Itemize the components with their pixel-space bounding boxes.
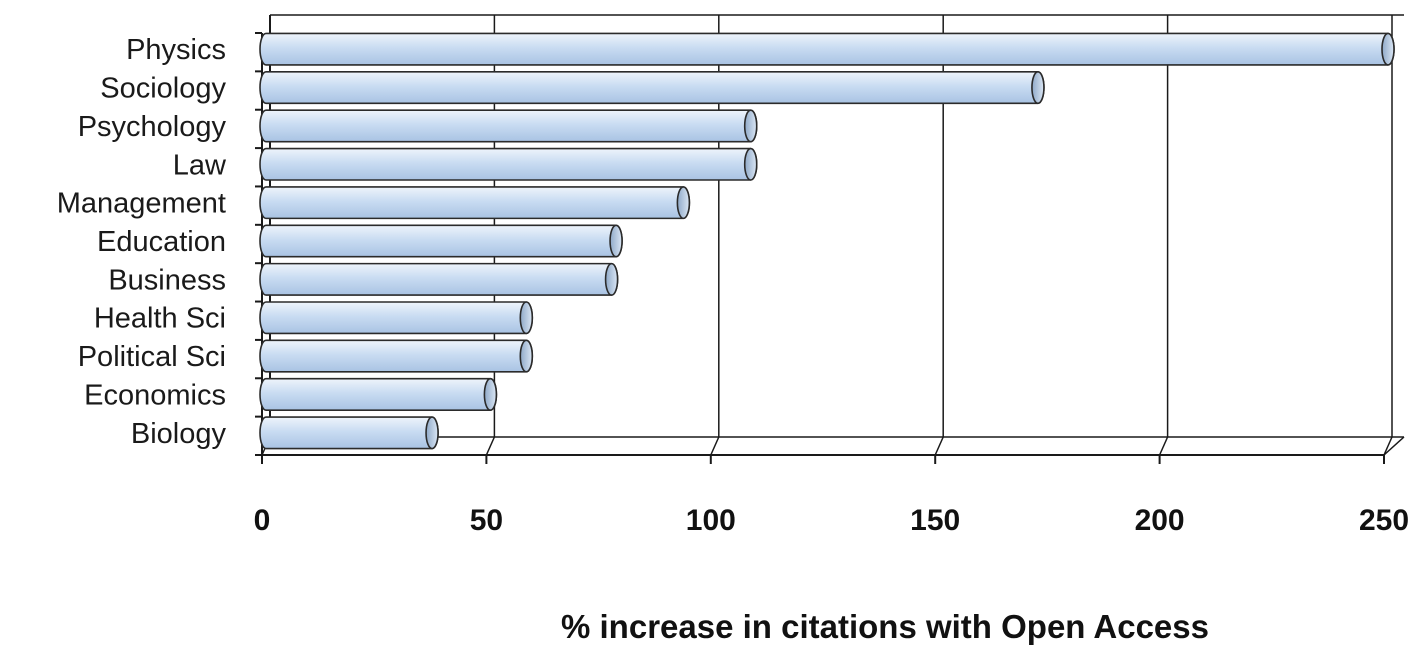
bar: [259, 147, 758, 181]
bars: [259, 32, 1395, 450]
bar-body: [259, 301, 534, 335]
category-label: Psychology: [78, 111, 227, 143]
bar: [259, 224, 623, 258]
category-labels: Physics Sociology Psychology Law Management E…: [57, 34, 227, 450]
bar-end-cap: [609, 224, 623, 258]
floor-gridline: [934, 436, 944, 456]
bar-body: [259, 32, 1395, 66]
bar-body: [259, 147, 758, 181]
x-axis-title: % increase in citations with Open Access: [561, 608, 1209, 645]
bar: [259, 416, 439, 450]
bar-end-cap: [519, 301, 534, 335]
floor-gridline: [1383, 436, 1393, 456]
x-tick-label: 200: [1135, 504, 1185, 537]
bar-end-cap: [519, 339, 534, 373]
plot-frame: [261, 14, 1405, 456]
x-tick-label: 100: [686, 504, 736, 537]
bar-end-cap: [1381, 32, 1395, 66]
category-label: Political Sci: [78, 341, 226, 373]
bar: [259, 301, 534, 335]
x-tick-label: 250: [1359, 504, 1409, 537]
x-tick-labels: 0 50 100 150 200 250: [254, 504, 1409, 537]
bar-end-cap: [483, 377, 498, 411]
bar: [259, 262, 619, 296]
x-tick-label: 50: [470, 504, 503, 537]
bar: [259, 109, 758, 143]
category-label: Management: [57, 188, 226, 220]
category-label: Physics: [126, 34, 226, 66]
bar-body: [259, 186, 691, 220]
category-label: Biology: [131, 418, 227, 450]
bar-body: [259, 71, 1045, 105]
bar-body: [259, 224, 623, 258]
bar-end-cap: [743, 109, 758, 143]
bar-end-cap: [743, 147, 758, 181]
x-tick-label: 150: [910, 504, 960, 537]
bar-end-cap: [1031, 71, 1045, 105]
bar-end-cap: [604, 262, 619, 296]
category-label: Economics: [84, 379, 226, 411]
bar-end-cap: [676, 186, 691, 220]
floor-gridline: [485, 436, 496, 456]
bar-end-cap: [425, 416, 439, 450]
floor-right-edge: [1383, 436, 1405, 456]
category-label: Education: [97, 226, 226, 258]
bar-body: [259, 262, 619, 296]
floor-gridline: [1158, 436, 1169, 456]
bar: [259, 71, 1045, 105]
category-label: Law: [173, 149, 227, 181]
floor-gridline: [710, 436, 720, 456]
category-label: Health Sci: [94, 303, 226, 335]
bar: [259, 339, 534, 373]
category-label: Business: [108, 264, 226, 296]
bar: [259, 186, 691, 220]
bar: [259, 377, 498, 411]
bar-body: [259, 339, 534, 373]
bar-body: [259, 377, 498, 411]
x-tick-label: 0: [254, 504, 271, 537]
bar-body: [259, 109, 758, 143]
bar: [259, 32, 1395, 66]
bar-body: [259, 416, 439, 450]
category-label: Sociology: [100, 73, 226, 105]
